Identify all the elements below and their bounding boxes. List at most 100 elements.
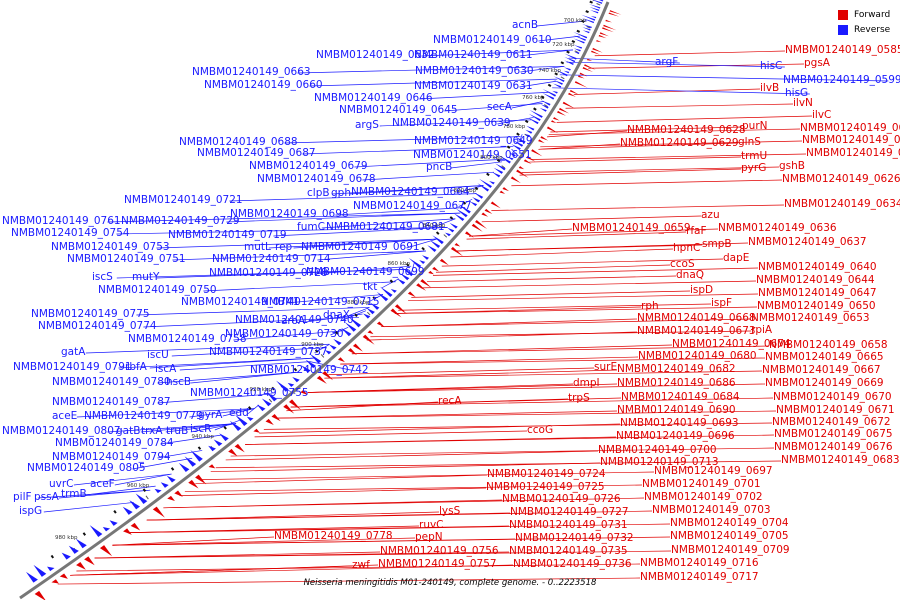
leader-line	[290, 397, 622, 408]
reverse-gene-arrow	[261, 398, 272, 407]
reverse-gene-label: iscA	[155, 363, 177, 375]
forward-gene-label: pyrG	[741, 162, 767, 174]
forward-gene-label: NMBM01240149_0676	[774, 441, 893, 453]
forward-gene-label: NMBM01240149_0700	[598, 444, 717, 456]
ruler-label: 960 kbp	[126, 483, 150, 490]
leader-line	[511, 179, 783, 187]
forward-gene-arrow	[188, 479, 199, 489]
reverse-gene-arrow	[75, 538, 87, 549]
forward-gene-arrow	[502, 187, 510, 192]
leader-line	[540, 140, 803, 148]
reverse-gene-label: NMBM01240149_0664	[351, 186, 470, 198]
reverse-gene-label: NMBM01240149_0663	[192, 66, 311, 78]
feature-mark	[435, 231, 440, 235]
forward-gene-arrow	[265, 418, 274, 426]
leader-line	[588, 63, 805, 69]
forward-gene-label: NMBM01240149_0671	[776, 404, 895, 416]
reverse-gene-label: NMBM01240149_0714	[212, 253, 331, 265]
feature-mark	[335, 331, 339, 335]
leader-line	[426, 275, 677, 282]
ruler-tick	[320, 354, 325, 358]
reverse-gene-label: NMBM01240149_0737	[209, 346, 328, 358]
feature-mark	[474, 186, 479, 191]
leader-line	[456, 185, 484, 194]
forward-gene-arrow	[490, 201, 501, 209]
feature-mark	[82, 532, 87, 536]
forward-gene-label: rfaF	[686, 225, 707, 237]
leader-line	[497, 117, 534, 125]
forward-gene-label: recA	[438, 395, 462, 407]
leader-line	[277, 410, 777, 419]
gene-arrows	[25, 0, 622, 600]
forward-gene-arrow	[523, 159, 532, 165]
leader-line	[406, 238, 438, 249]
feature-mark	[170, 467, 175, 471]
forward-gene-arrow	[123, 528, 132, 535]
forward-gene-label: NMBM01240149_0690	[617, 404, 736, 416]
reverse-gene-arrow	[287, 382, 295, 388]
feature-mark	[540, 95, 545, 99]
ruler-tick	[596, 3, 601, 6]
reverse-gene-label: pncB	[426, 161, 453, 173]
reverse-gene-label: NMBM01240149_0750	[98, 284, 217, 296]
leader-line	[441, 258, 724, 267]
reverse-gene-arrow	[402, 268, 414, 277]
leader-line	[455, 242, 749, 252]
leader-line	[379, 119, 533, 127]
reverse-gene-label: NMBM01240149_0651	[413, 149, 532, 161]
forward-gene-arrow	[596, 40, 602, 43]
reverse-gene-arrow	[292, 376, 300, 383]
forward-gene-label: NMBM01240149_0650	[757, 300, 876, 312]
reverse-gene-arrow	[408, 257, 422, 269]
feature-mark	[581, 19, 585, 23]
reverse-gene-label: hisC	[760, 60, 783, 72]
reverse-gene-arrow	[135, 493, 148, 504]
leader-line	[559, 74, 889, 82]
feature-mark	[113, 510, 117, 514]
reverse-gene-arrow	[552, 90, 558, 94]
leader-line	[307, 383, 618, 393]
forward-gene-label: NMBM01240149_0778	[274, 530, 393, 542]
reverse-gene-arrow	[589, 7, 600, 11]
leader-line	[321, 218, 456, 229]
forward-gene-arrow	[584, 64, 596, 70]
leader-line	[146, 510, 653, 521]
leader-line	[398, 303, 712, 311]
reverse-gene-label: NMBM01240149_0730	[225, 328, 344, 340]
forward-gene-arrow	[518, 166, 525, 170]
ruler-label: 840 kbp	[422, 223, 446, 230]
reverse-gene-arrow	[380, 286, 393, 298]
reverse-gene-arrow	[599, 0, 604, 2]
forward-gene-arrow	[475, 220, 488, 229]
reverse-gene-arrow	[421, 255, 430, 260]
leader-line	[277, 410, 618, 419]
forward-gene-label: trpS	[568, 392, 590, 404]
reverse-gene-label: hisG	[785, 87, 809, 99]
forward-gene-label: NMBM01240149_0736	[513, 558, 632, 570]
reverse-gene-label: NMBM01240149_0610	[433, 34, 552, 46]
reverse-gene-arrow	[592, 0, 603, 4]
reverse-gene-arrow	[542, 89, 557, 97]
leader-line	[85, 343, 330, 354]
leader-line	[431, 218, 456, 229]
forward-gene-label: NMBM01240149_0647	[758, 287, 877, 299]
leader-line	[230, 447, 775, 457]
feature-mark	[524, 119, 529, 124]
feature-mark	[571, 39, 576, 44]
leader-line	[469, 228, 719, 237]
reverse-gene-arrow	[527, 117, 539, 125]
reverse-gene-arrow	[219, 433, 229, 442]
reverse-gene-arrow	[573, 51, 580, 55]
leader-line	[566, 61, 785, 68]
reverse-gene-arrow	[33, 564, 47, 577]
reverse-gene-arrow	[449, 222, 458, 229]
leader-line	[519, 168, 742, 176]
leader-line	[309, 78, 558, 87]
leader-line	[107, 212, 461, 223]
forward-gene-arrow	[605, 19, 612, 23]
forward-gene-label: NMBM01240149_0686	[617, 377, 736, 389]
reverse-gene-label: NMBM01240149_0646	[314, 92, 433, 104]
reverse-gene-label: uvrC	[49, 478, 74, 490]
forward-gene-label: NMBM01240149_0716	[640, 557, 759, 569]
reverse-gene-label: NMBM01240149_0691	[301, 241, 420, 253]
